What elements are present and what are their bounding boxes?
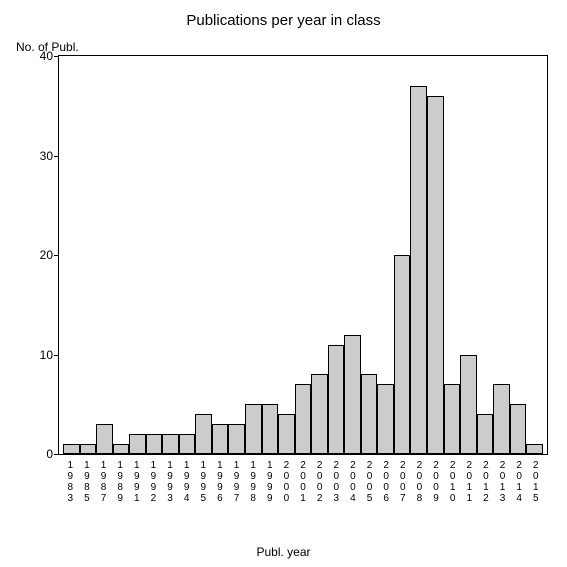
bar <box>444 384 461 454</box>
x-tick-label: 2010 <box>444 460 461 504</box>
x-tick-label: 1983 <box>62 460 79 504</box>
bar <box>63 444 80 454</box>
bar <box>195 414 212 454</box>
bar <box>113 444 130 454</box>
bar <box>162 434 179 454</box>
x-tick-label: 2012 <box>478 460 495 504</box>
x-tick-label: 1991 <box>129 460 146 504</box>
y-tick-mark <box>54 56 59 57</box>
bar <box>344 335 361 454</box>
bar <box>80 444 97 454</box>
bar <box>262 404 279 454</box>
x-tick-label: 2000 <box>278 460 295 504</box>
bar <box>129 434 146 454</box>
bar <box>410 86 427 454</box>
bar <box>245 404 262 454</box>
bar <box>311 374 328 454</box>
x-tick-label: 2001 <box>295 460 312 504</box>
x-tick-label: 2015 <box>528 460 545 504</box>
x-tick-label: 1995 <box>195 460 212 504</box>
chart-title: Publications per year in class <box>0 12 567 29</box>
x-tick-label: 1997 <box>228 460 245 504</box>
bars-group <box>59 56 547 454</box>
bar <box>278 414 295 454</box>
bar <box>493 384 510 454</box>
bar <box>477 414 494 454</box>
x-tick-label: 2008 <box>411 460 428 504</box>
chart-container: Publications per year in class No. of Pu… <box>0 0 567 567</box>
x-tick-label: 1992 <box>145 460 162 504</box>
x-tick-label: 1994 <box>178 460 195 504</box>
x-tick-label: 1993 <box>162 460 179 504</box>
x-tick-label: 1985 <box>79 460 96 504</box>
bar <box>377 384 394 454</box>
bar <box>460 355 477 455</box>
x-tick-label: 1989 <box>112 460 129 504</box>
x-tick-label: 1999 <box>262 460 279 504</box>
bar <box>96 424 113 454</box>
x-tick-label: 2014 <box>511 460 528 504</box>
y-tick-mark <box>54 355 59 356</box>
bar <box>328 345 345 454</box>
bar <box>179 434 196 454</box>
x-tick-label: 2009 <box>428 460 445 504</box>
x-tick-label: 2003 <box>328 460 345 504</box>
x-tick-label: 2004 <box>345 460 362 504</box>
plot-area: 010203040 <box>58 55 548 455</box>
bar <box>526 444 543 454</box>
bar <box>228 424 245 454</box>
x-axis-label: Publ. year <box>0 545 567 559</box>
x-tick-label: 1996 <box>212 460 229 504</box>
bar <box>394 255 411 454</box>
bar <box>510 404 527 454</box>
x-tick-label: 1987 <box>95 460 112 504</box>
x-tick-label: 2002 <box>311 460 328 504</box>
x-tick-label: 2013 <box>494 460 511 504</box>
bar <box>146 434 163 454</box>
x-tick-label: 1998 <box>245 460 262 504</box>
y-tick-mark <box>54 454 59 455</box>
x-tick-label: 2006 <box>378 460 395 504</box>
x-tick-labels: 1983198519871989199119921993199419951996… <box>58 460 548 504</box>
bar <box>295 384 312 454</box>
bar <box>212 424 229 454</box>
x-tick-label: 2007 <box>395 460 412 504</box>
bar <box>427 96 444 454</box>
y-tick-mark <box>54 156 59 157</box>
bar <box>361 374 378 454</box>
x-tick-label: 2005 <box>361 460 378 504</box>
y-tick-mark <box>54 255 59 256</box>
x-tick-label: 2011 <box>461 460 478 504</box>
